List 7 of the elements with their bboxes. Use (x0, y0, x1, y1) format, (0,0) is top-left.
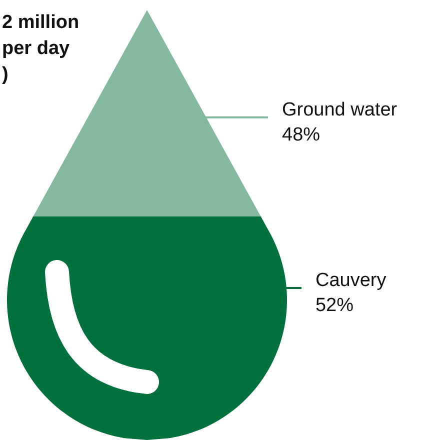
category-label: Ground water (282, 99, 398, 120)
text: ) (2, 64, 8, 85)
data-label: 48% (282, 124, 320, 146)
text: per day (2, 38, 70, 59)
text: 2 million (2, 12, 80, 33)
data-label: 52% (315, 294, 354, 316)
category-label: Cauvery (315, 270, 387, 291)
